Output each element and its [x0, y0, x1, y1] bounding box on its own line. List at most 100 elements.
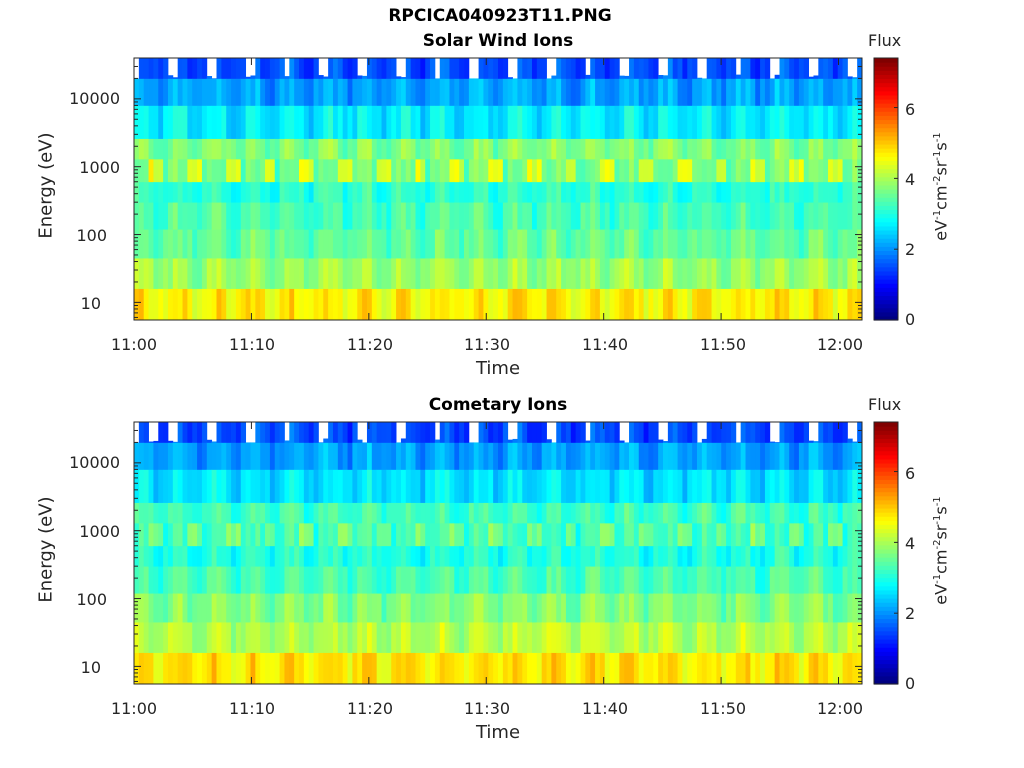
- heatmap-cell: [201, 258, 208, 289]
- heatmap-cell: [561, 502, 567, 524]
- heatmap-cell: [284, 158, 290, 183]
- heatmap-cell: [599, 566, 606, 594]
- heatmap-cell: [269, 652, 276, 685]
- heatmap-cell: [663, 593, 669, 623]
- heatmap-cell: [357, 288, 363, 321]
- heatmap-cell: [837, 78, 843, 106]
- heatmap-cell: [672, 566, 678, 594]
- heatmap-cell: [706, 138, 712, 160]
- heatmap-cell: [342, 442, 348, 470]
- heatmap-cell: [313, 78, 319, 106]
- heatmap-cell: [449, 258, 455, 289]
- heatmap-cell: [483, 422, 489, 443]
- heatmap-cell: [308, 181, 314, 203]
- heatmap-cell: [138, 288, 145, 321]
- heatmap-cell: [405, 229, 412, 259]
- heatmap-cell: [425, 78, 431, 106]
- heatmap-cell: [643, 288, 649, 321]
- heatmap-cell: [294, 58, 300, 79]
- heatmap-cell: [216, 422, 222, 443]
- heatmap-cell: [318, 288, 324, 321]
- heatmap-cell: [284, 76, 290, 79]
- heatmap-cell: [575, 622, 581, 653]
- heatmap-cell: [153, 593, 159, 623]
- heatmap-cell: [769, 593, 776, 623]
- heatmap-cell: [575, 288, 581, 321]
- heatmap-cell: [488, 593, 494, 623]
- heatmap-cell: [599, 652, 606, 685]
- heatmap-cell: [332, 181, 339, 203]
- heatmap-cell: [430, 422, 436, 443]
- heatmap-cell: [274, 622, 280, 653]
- heatmap-cell: [779, 288, 785, 321]
- heatmap-cell: [420, 202, 426, 230]
- heatmap-cell: [716, 593, 722, 623]
- heatmap-cell: [595, 202, 601, 230]
- heatmap-cell: [760, 229, 766, 259]
- heatmap-cell: [187, 138, 193, 160]
- heatmap-cell: [371, 566, 378, 594]
- heatmap-cell: [604, 158, 611, 183]
- heatmap-cell: [813, 258, 819, 289]
- heatmap-cell: [328, 593, 334, 623]
- heatmap-cell: [784, 545, 790, 567]
- heatmap-cell: [289, 78, 295, 106]
- heatmap-cell: [512, 502, 518, 524]
- heatmap-cell: [852, 77, 858, 79]
- heatmap-cell: [318, 105, 324, 139]
- heatmap-cell: [187, 593, 193, 623]
- heatmap-cell: [808, 469, 814, 503]
- heatmap-cell: [260, 652, 266, 685]
- heatmap-cell: [823, 545, 829, 567]
- heatmap-cell: [789, 138, 795, 160]
- heatmap-cell: [638, 622, 644, 653]
- heatmap-cell: [672, 442, 678, 470]
- heatmap-cell: [337, 593, 344, 623]
- heatmap-cell: [299, 442, 305, 470]
- heatmap-cell: [774, 158, 780, 183]
- heatmap-cell: [415, 593, 421, 623]
- heatmap-cell: [672, 202, 678, 230]
- heatmap-cell: [371, 593, 378, 623]
- heatmap-cell: [837, 469, 843, 503]
- heatmap-cell: [619, 138, 625, 160]
- heatmap-cell: [187, 522, 193, 547]
- heatmap-cell: [182, 652, 188, 685]
- heatmap-cell: [328, 622, 334, 653]
- heatmap-cell: [308, 105, 314, 139]
- heatmap-cell: [172, 202, 179, 230]
- heatmap-cell: [633, 288, 640, 321]
- heatmap-cell: [211, 288, 217, 321]
- heatmap-cell: [852, 502, 858, 524]
- heatmap-cell: [619, 502, 625, 524]
- heatmap-cell: [493, 652, 499, 685]
- heatmap-cell: [726, 593, 732, 623]
- heatmap-cell: [332, 545, 339, 567]
- heatmap-cell: [750, 158, 756, 183]
- heatmap-cell: [328, 202, 334, 230]
- heatmap-cell: [818, 422, 824, 443]
- heatmap-cell: [624, 502, 630, 524]
- heatmap-cell: [294, 593, 300, 623]
- heatmap-cell: [663, 158, 669, 183]
- heatmap-cell: [643, 229, 649, 259]
- heatmap-cell: [430, 593, 436, 623]
- heatmap-cell: [381, 181, 387, 203]
- heatmap-cell: [546, 138, 552, 160]
- heatmap-cell: [347, 58, 353, 79]
- heatmap-cell: [177, 442, 183, 470]
- heatmap-cell: [852, 652, 858, 685]
- heatmap-cell: [366, 566, 373, 594]
- heatmap-cell: [138, 545, 145, 567]
- heatmap-cell: [265, 593, 271, 623]
- heatmap-cell: [663, 75, 669, 79]
- heatmap-cell: [187, 158, 193, 183]
- heatmap-cell: [633, 138, 640, 160]
- heatmap-cell: [823, 652, 829, 685]
- heatmap-cell: [250, 105, 256, 139]
- heatmap-cell: [823, 566, 829, 594]
- heatmap-cell: [798, 181, 805, 203]
- heatmap-cell: [507, 181, 513, 203]
- heatmap-cell: [609, 442, 615, 470]
- heatmap-cell: [386, 158, 392, 183]
